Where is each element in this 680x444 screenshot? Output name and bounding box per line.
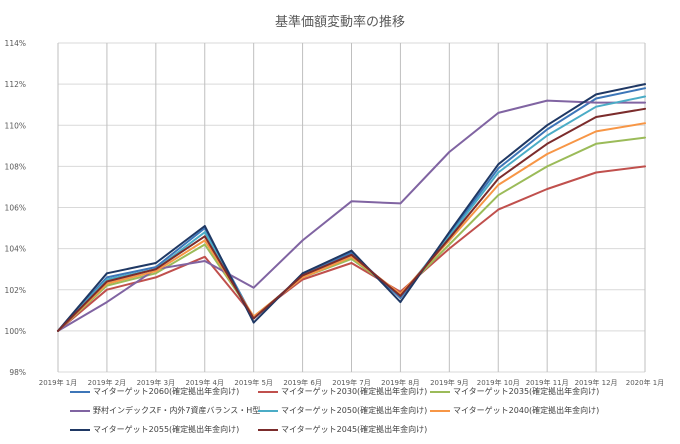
x-tick-label: 2019年 10月 [477, 378, 520, 387]
data-point [595, 142, 597, 145]
y-tick-label: 100% [5, 327, 26, 336]
data-point [595, 93, 597, 96]
data-point [106, 278, 108, 281]
data-point [57, 329, 59, 332]
data-point [350, 249, 353, 252]
x-tick-label: 2019年 9月 [430, 378, 469, 387]
data-point [399, 301, 402, 303]
data-point [154, 262, 157, 264]
x-tick-label: 2019年 4月 [186, 378, 225, 387]
data-point [644, 87, 646, 90]
data-point [106, 301, 108, 303]
x-tick-label: 2019年 6月 [283, 378, 322, 387]
data-point [106, 272, 108, 275]
data-point [497, 112, 500, 114]
y-tick-label: 114% [5, 39, 26, 48]
data-point [154, 270, 157, 273]
data-point [399, 295, 402, 297]
data-point [154, 266, 157, 269]
data-point [497, 167, 500, 170]
data-point [203, 235, 206, 238]
data-point [301, 274, 304, 277]
data-point [497, 183, 500, 186]
y-tick-label: 102% [5, 286, 26, 295]
data-point [546, 188, 549, 190]
data-point [448, 243, 451, 246]
data-point [350, 262, 353, 264]
y-tick-label: 110% [5, 121, 26, 130]
data-point [154, 276, 157, 279]
data-point [546, 153, 549, 155]
data-point [399, 297, 402, 299]
data-point [497, 177, 500, 180]
data-point [154, 272, 157, 275]
data-point [644, 122, 646, 125]
data-point [399, 202, 402, 205]
data-point [252, 321, 255, 324]
data-point [497, 194, 500, 197]
data-point [595, 171, 597, 174]
data-point [644, 83, 646, 86]
data-point [154, 268, 157, 271]
data-point [203, 231, 206, 234]
data-point [595, 97, 597, 100]
data-point [203, 225, 206, 227]
data-point [106, 280, 108, 283]
data-point [350, 200, 353, 203]
data-point [595, 130, 597, 133]
data-point [644, 101, 646, 104]
data-point [497, 171, 500, 174]
data-point [546, 142, 549, 145]
data-point [106, 276, 108, 279]
data-point [595, 105, 597, 108]
data-point [301, 272, 304, 275]
data-point [350, 253, 353, 256]
data-point [497, 208, 500, 211]
data-point [203, 239, 206, 242]
data-point [203, 243, 206, 246]
x-tick-label: 2019年 7月 [332, 378, 371, 387]
data-point [595, 101, 597, 104]
x-tick-label: 2020年 1月 [626, 378, 665, 387]
data-point [595, 116, 597, 118]
y-tick-label: 112% [5, 80, 26, 89]
data-point [203, 255, 206, 258]
x-tick-label: 2019年 11月 [526, 378, 569, 387]
y-tick-label: 106% [5, 204, 26, 213]
data-point [448, 237, 451, 240]
y-tick-label: 104% [5, 245, 26, 254]
data-point [644, 107, 646, 110]
data-point [644, 165, 646, 168]
x-tick-label: 2019年 3月 [137, 378, 176, 387]
data-point [252, 286, 255, 289]
data-point [106, 288, 108, 291]
data-point [252, 317, 255, 320]
data-point [644, 95, 646, 98]
data-point [546, 128, 549, 131]
data-point [448, 247, 451, 250]
data-point [546, 165, 549, 168]
data-point [448, 231, 451, 234]
data-point [644, 136, 646, 139]
y-tick-label: 98% [9, 368, 26, 377]
data-point [546, 134, 549, 137]
x-tick-label: 2019年 2月 [88, 378, 127, 387]
chart-title: 基準価額変動率の推移 [274, 15, 405, 30]
data-point [350, 258, 353, 260]
data-point [448, 151, 451, 153]
data-point [301, 239, 304, 242]
x-tick-label: 2019年 1月 [39, 378, 78, 387]
x-tick-label: 2019年 5月 [234, 378, 273, 387]
x-tick-label: 2019年 12月 [575, 378, 618, 387]
x-tick-label: 2019年 8月 [381, 378, 420, 387]
data-point [203, 260, 206, 262]
y-tick-label: 108% [5, 162, 26, 171]
data-point [497, 163, 500, 166]
data-point [546, 99, 549, 102]
data-point [546, 124, 549, 127]
